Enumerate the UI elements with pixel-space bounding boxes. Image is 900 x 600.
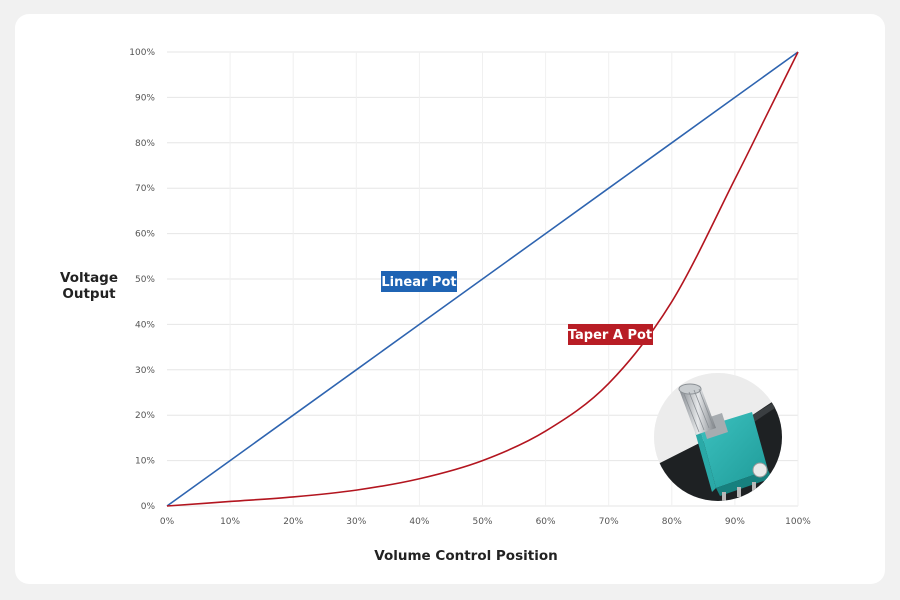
x-tick-label: 70% (599, 517, 619, 527)
y-tick-labels: 0% 10% 20% 30% 40% 50% 60% 70% 80% 90% 100% (129, 48, 155, 512)
series-tag-linear: Linear Pot (381, 271, 457, 292)
potentiometer-photo-icon (654, 373, 782, 501)
series-lines (166, 51, 799, 507)
y-tick-label: 30% (135, 366, 155, 376)
series-label-taper: Taper A Pot (568, 328, 652, 343)
y-tick-label: 0% (141, 502, 156, 512)
x-tick-label: 60% (536, 517, 556, 527)
x-tick-label: 40% (409, 517, 429, 527)
x-tick-label: 10% (220, 517, 240, 527)
x-tick-label: 90% (725, 517, 745, 527)
y-tick-label: 100% (129, 48, 155, 58)
x-tick-label: 30% (346, 517, 366, 527)
y-tick-label: 70% (135, 184, 155, 194)
x-tick-label: 80% (662, 517, 682, 527)
x-tick-label: 0% (160, 517, 175, 527)
y-axis-label-line-1: Voltage (60, 270, 118, 286)
x-tick-label: 20% (283, 517, 303, 527)
y-tick-label: 80% (135, 139, 155, 149)
y-tick-label: 40% (135, 320, 155, 330)
x-tick-label: 50% (472, 517, 492, 527)
series-label-linear: Linear Pot (381, 275, 456, 290)
y-tick-label: 60% (135, 230, 155, 240)
x-tick-labels: 0% 10% 20% 30% 40% 50% 60% 70% 80% 90% 100% (160, 517, 811, 527)
y-tick-label: 50% (135, 275, 155, 285)
x-axis-label: Volume Control Position (374, 548, 557, 564)
y-tick-label: 10% (135, 457, 155, 467)
x-tick-label: 100% (785, 517, 811, 527)
y-axis-label-line-2: Output (62, 286, 116, 302)
series-line-linear (166, 51, 799, 507)
y-tick-label: 90% (135, 93, 155, 103)
series-line-taper (166, 51, 799, 507)
y-tick-label: 20% (135, 411, 155, 421)
series-tag-taper: Taper A Pot (568, 324, 653, 345)
